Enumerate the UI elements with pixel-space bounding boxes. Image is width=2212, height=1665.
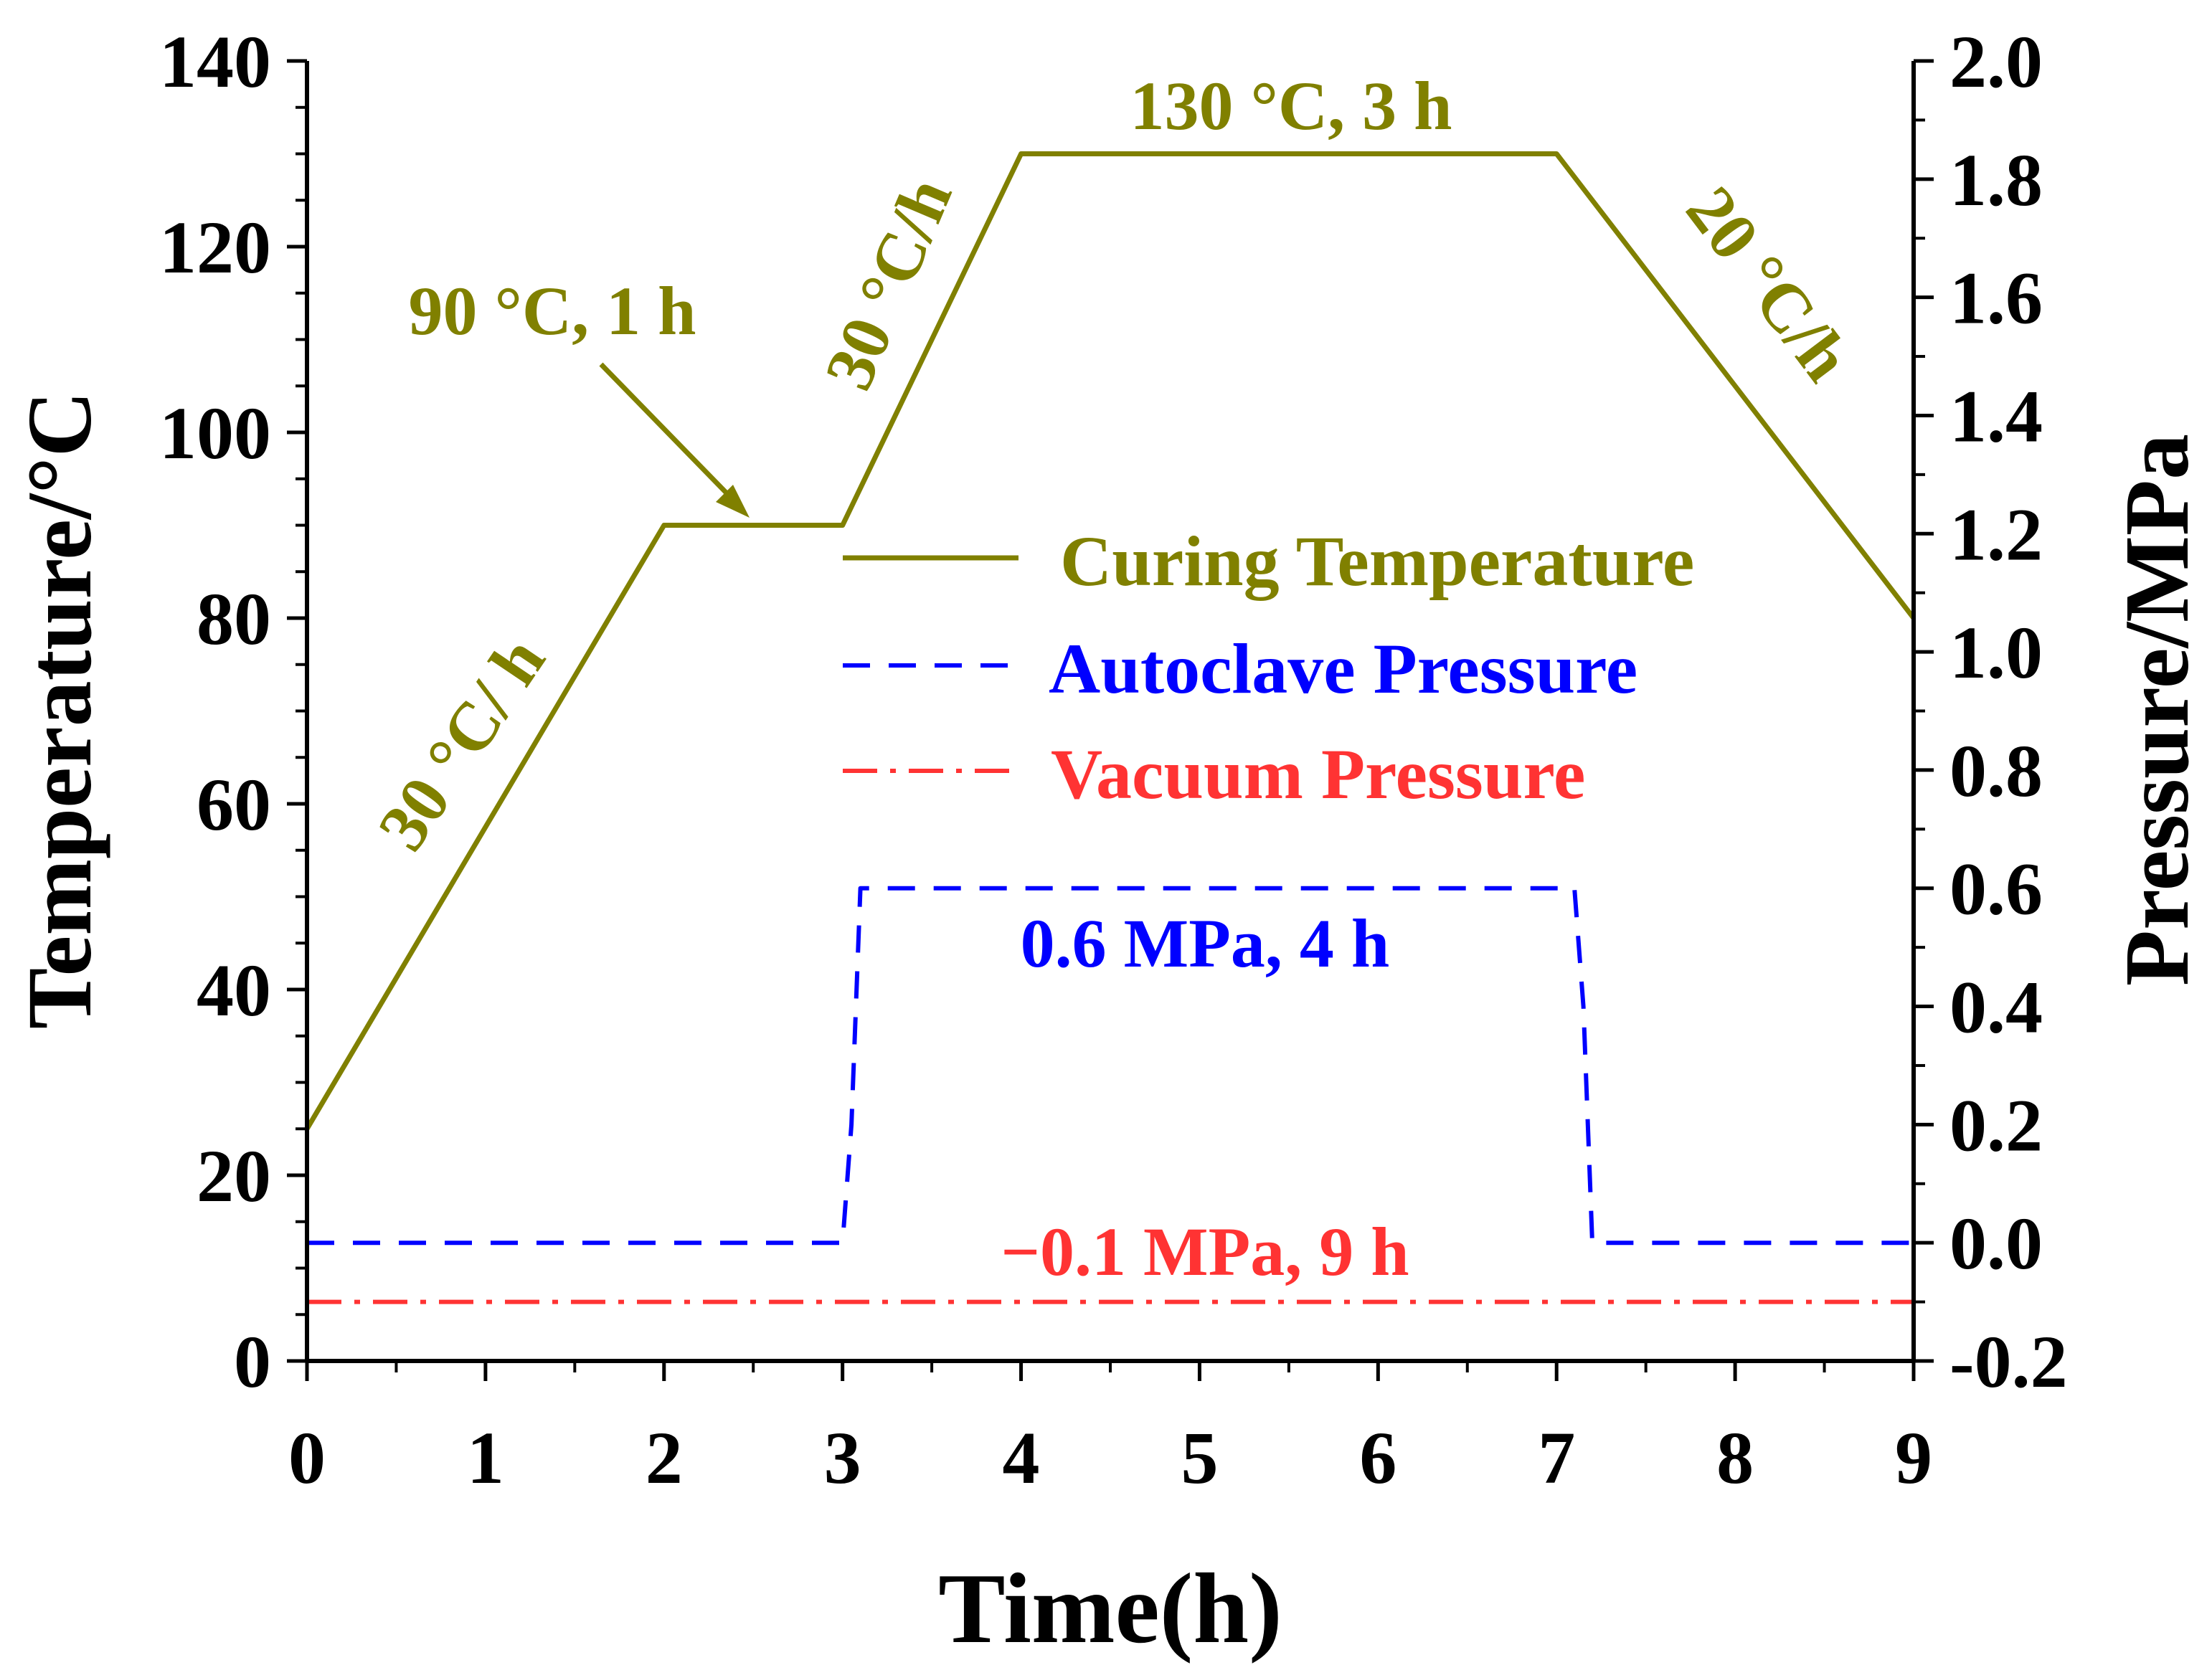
- x-tick-label: 4: [1003, 1417, 1040, 1499]
- x-tick-label: 9: [1895, 1417, 1932, 1499]
- y-left-tick-label: 20: [197, 1135, 271, 1218]
- series-lines: [304, 151, 1916, 1304]
- annotation-hold1: 90 °C, 1 h: [408, 272, 696, 349]
- y-right-tick-label: 0.2: [1949, 1084, 2043, 1167]
- y-left-tick-label: 100: [159, 392, 271, 475]
- y-right-tick-label: 0.8: [1949, 730, 2043, 812]
- x-tick-label: 7: [1538, 1417, 1575, 1499]
- y-left-tick-label: 40: [197, 949, 271, 1032]
- y-right-tick-label: -0.2: [1949, 1321, 2068, 1403]
- y-left-tick-label: 140: [159, 21, 271, 103]
- y-right-tick-label: 0.6: [1949, 848, 2043, 931]
- y-right-tick-label: 1.0: [1949, 612, 2043, 694]
- y-left-axis-title: Temperature/°C: [9, 391, 110, 1029]
- annotation-vacuum: −0.1 MPa, 9 h: [1001, 1213, 1409, 1290]
- y-right-tick-label: 1.2: [1949, 493, 2043, 576]
- y-right-tick-label: 0.0: [1949, 1202, 2043, 1285]
- hold1-arrow-shaft: [599, 362, 737, 504]
- axis-ticks: [287, 59, 1934, 1381]
- hold1-arrow-head: [716, 485, 750, 518]
- x-tick-label: 0: [288, 1417, 326, 1499]
- annotation-ramp3: 20 °C/h: [1672, 172, 1866, 394]
- annotation-hold2: 130 °C, 3 h: [1130, 67, 1452, 144]
- legend: Curing Temperature Autoclave Pressure Va…: [843, 521, 1694, 814]
- legend-label-vacuum: Vacuum Pressure: [1051, 734, 1585, 814]
- autoclave-pressure-line: [307, 886, 1914, 1246]
- annotation-ramp1: 30 °C/ h: [363, 623, 559, 863]
- y-left-tick-label: 120: [159, 207, 271, 289]
- y-right-tick-label: 1.6: [1949, 257, 2043, 340]
- annotation-ramp2: 30 °C/h: [810, 167, 967, 400]
- y-right-axis-title: Pressure/MPa: [2106, 434, 2208, 986]
- x-tick-label: 8: [1716, 1417, 1754, 1499]
- curing-temperature-line: [304, 151, 1916, 1131]
- x-tick-label: 2: [646, 1417, 683, 1499]
- legend-label-autoclave: Autoclave Pressure: [1049, 629, 1637, 708]
- y-right-tick-label: 2.0: [1949, 21, 2043, 103]
- y-left-tick-label: 80: [197, 578, 271, 660]
- tick-labels: 0 1 2 3 4 5 6 7 8 9 0 20 40 60 80 100 120 140 -0.2 0.0 0.2 0.…: [159, 21, 2068, 1499]
- x-tick-label: 3: [824, 1417, 861, 1499]
- annotation-autoclave: 0.6 MPa, 4 h: [1021, 905, 1390, 982]
- x-tick-label: 5: [1181, 1417, 1218, 1499]
- y-right-tick-label: 1.8: [1949, 139, 2043, 222]
- hold1-arrow: [599, 362, 750, 518]
- y-left-tick-label: 60: [197, 764, 271, 846]
- x-tick-label: 6: [1359, 1417, 1396, 1499]
- y-left-tick-label: 0: [234, 1321, 271, 1403]
- y-right-tick-label: 0.4: [1949, 967, 2043, 1049]
- y-right-tick-label: 1.4: [1949, 375, 2043, 457]
- x-tick-label: 1: [467, 1417, 504, 1499]
- legend-label-temperature: Curing Temperature: [1060, 521, 1694, 601]
- x-axis-title: Time(h): [938, 1553, 1282, 1664]
